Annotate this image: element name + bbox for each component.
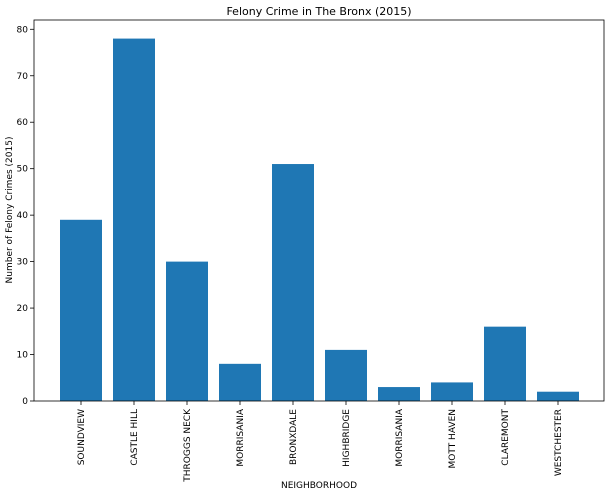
x-axis-label: NEIGHBORHOOD <box>281 481 357 491</box>
chart-title: Felony Crime in The Bronx (2015) <box>226 5 411 18</box>
x-tick-label: CASTLE HILL <box>130 409 140 466</box>
y-tick-label: 30 <box>17 258 29 268</box>
x-tick-label: SOUNDVIEW <box>77 409 87 465</box>
x-tick-label: BRONXDALE <box>289 409 299 465</box>
y-tick-label: 40 <box>17 211 29 221</box>
bar-7 <box>378 387 420 401</box>
bar-2 <box>113 38 155 402</box>
bar-8 <box>431 382 473 401</box>
bar-3 <box>166 261 208 401</box>
y-tick-label: 10 <box>17 351 29 361</box>
bar-1 <box>60 219 102 401</box>
y-tick-label: 80 <box>17 25 29 35</box>
axis-layer: SOUNDVIEW CASTLE HILL THROGGS NECK MORRISAN… <box>17 25 564 482</box>
bar-9 <box>484 326 526 401</box>
bars-layer <box>60 38 579 402</box>
bar-5 <box>272 164 314 401</box>
y-tick-label: 60 <box>17 118 29 128</box>
x-tick-label: WESTCHESTER <box>554 409 564 476</box>
x-tick-label: THROGGS NECK <box>183 408 193 483</box>
plot-frame <box>33 19 605 402</box>
x-tick-label: MORRISANIA <box>236 408 246 466</box>
x-tick-label: HIGHBRIDGE <box>342 409 352 467</box>
y-tick-label: 20 <box>17 304 29 314</box>
y-tick-label: 50 <box>17 165 29 175</box>
x-tick-label: MOTT HAVEN <box>448 409 458 468</box>
bar-10 <box>537 391 579 401</box>
bar-6 <box>325 349 367 401</box>
x-tick-label: MORRISANIA <box>395 408 405 466</box>
y-axis-label: Number of Felony Crimes (2015) <box>5 137 15 284</box>
y-tick-label: 70 <box>17 72 29 82</box>
y-tick-label: 0 <box>22 397 28 407</box>
x-tick-label: CLAREMONT <box>501 409 511 466</box>
bar-4 <box>219 363 261 401</box>
